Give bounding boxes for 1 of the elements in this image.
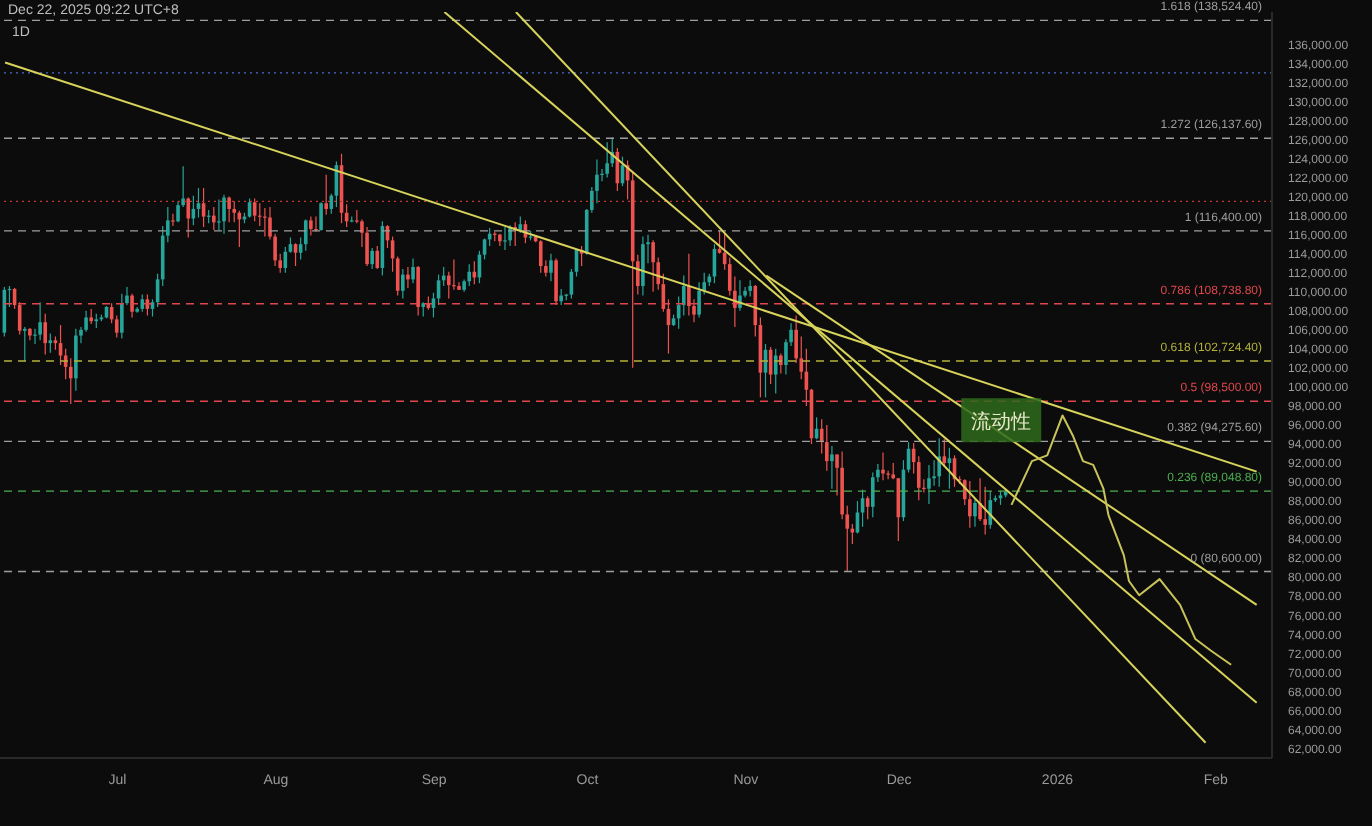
annotation: 流动性 — [971, 410, 1032, 435]
